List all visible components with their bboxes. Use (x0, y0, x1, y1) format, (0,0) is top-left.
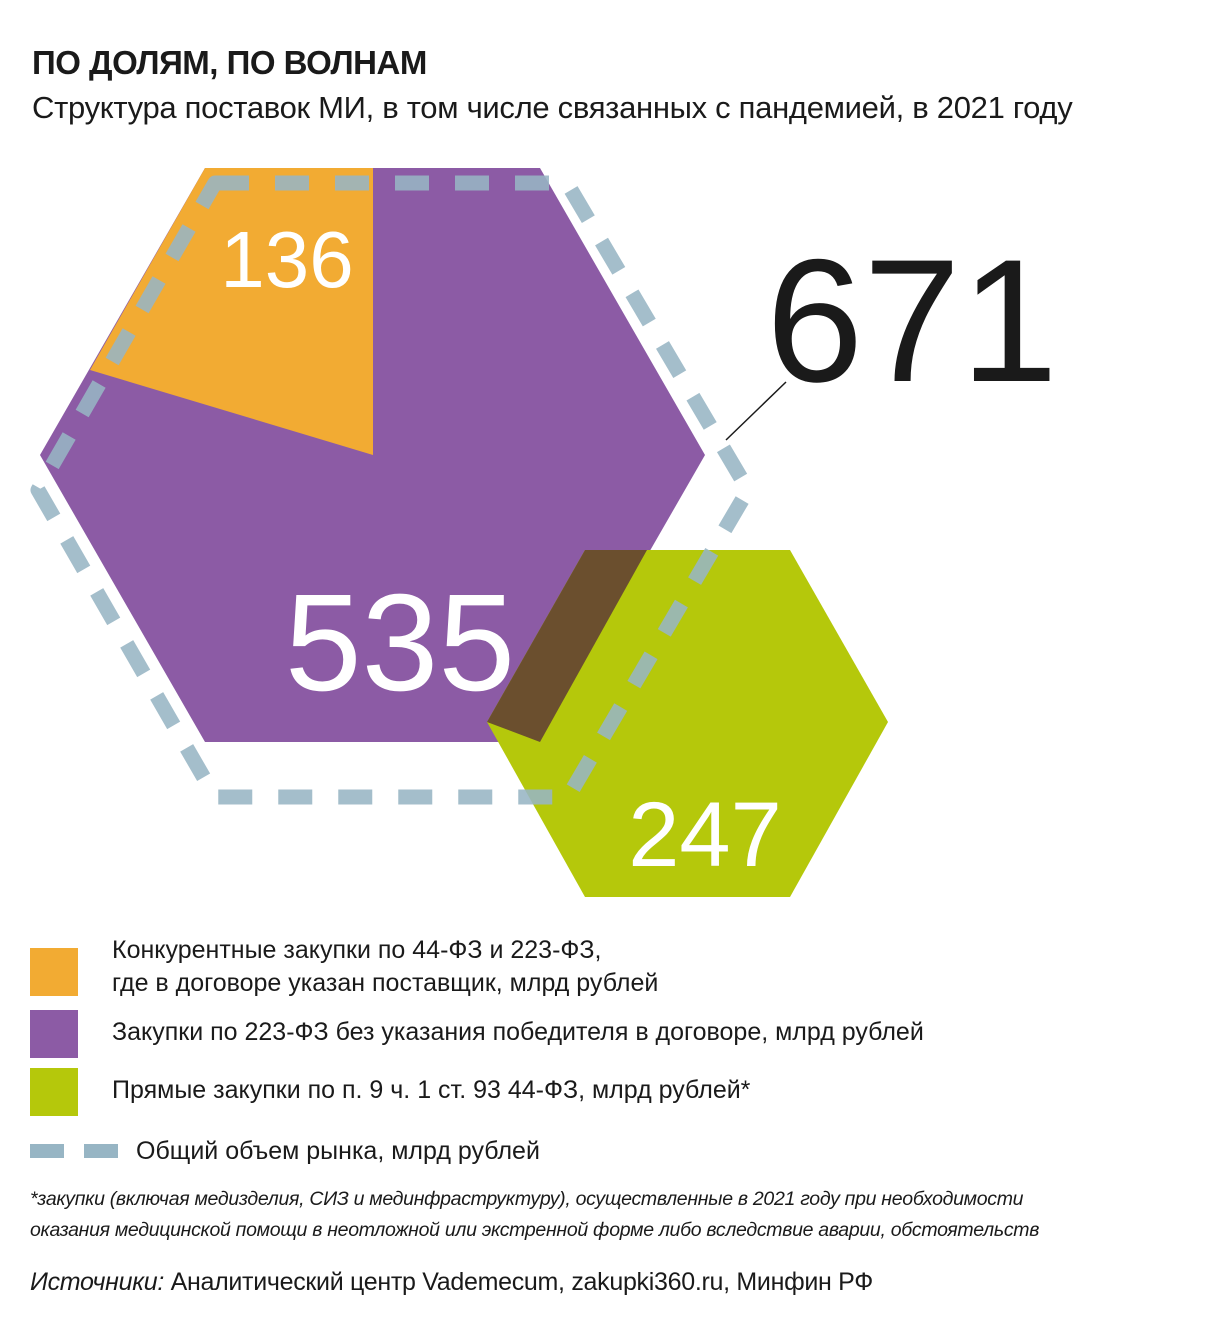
chart-title: ПО ДОЛЯМ, ПО ВОЛНАМ (32, 44, 427, 81)
value-label-671: 671 (766, 224, 1058, 419)
legend-label-line1: Конкурентные закупки по 44-ФЗ и 223-ФЗ, (112, 936, 602, 964)
footnote: *закупки (включая медизделия, СИЗ и меди… (30, 1184, 1200, 1246)
hex-total-market (30, 175, 756, 805)
legend-label-direct: Прямые закупки по п. 9 ч. 1 ст. 93 44-ФЗ… (112, 1076, 751, 1104)
hex-overlap (487, 550, 647, 742)
legend-label-223fz: Закупки по 223-ФЗ без указания победител… (112, 1018, 924, 1046)
legend-label-competitive: Конкурентные закупки по 44-ФЗ и 223-ФЗ, … (112, 934, 658, 1000)
hex-competitive-wedge (90, 168, 373, 455)
legend-swatch-orange (30, 948, 78, 996)
chart-subtitle: Структура поставок МИ, в том числе связа… (32, 90, 1073, 125)
footnote-line1: *закупки (включая медизделия, СИЗ и меди… (30, 1188, 1024, 1210)
legend-swatch-dashed (30, 1144, 118, 1158)
sources-text: Аналитический центр Vademecum, zakupki36… (163, 1268, 874, 1296)
value-label-136: 136 (220, 215, 353, 304)
sources-label: Источники: (30, 1268, 164, 1296)
value-label-247: 247 (628, 784, 782, 886)
value-label-535: 535 (285, 566, 515, 720)
total-leader-line (725, 381, 787, 441)
legend-label-total: Общий объем рынка, млрд рублей (136, 1137, 540, 1165)
legend-swatch-green (30, 1068, 78, 1116)
footnote-line2: оказания медицинской помощи в неотложной… (30, 1219, 1040, 1241)
legend-label-line2: где в договоре указан поставщик, млрд ру… (112, 969, 659, 997)
sources: Источники: Аналитический центр Vademecum… (30, 1268, 873, 1297)
legend-swatch-purple (30, 1010, 78, 1058)
hexagon-chart: 136 535 247 671 (30, 168, 1058, 897)
